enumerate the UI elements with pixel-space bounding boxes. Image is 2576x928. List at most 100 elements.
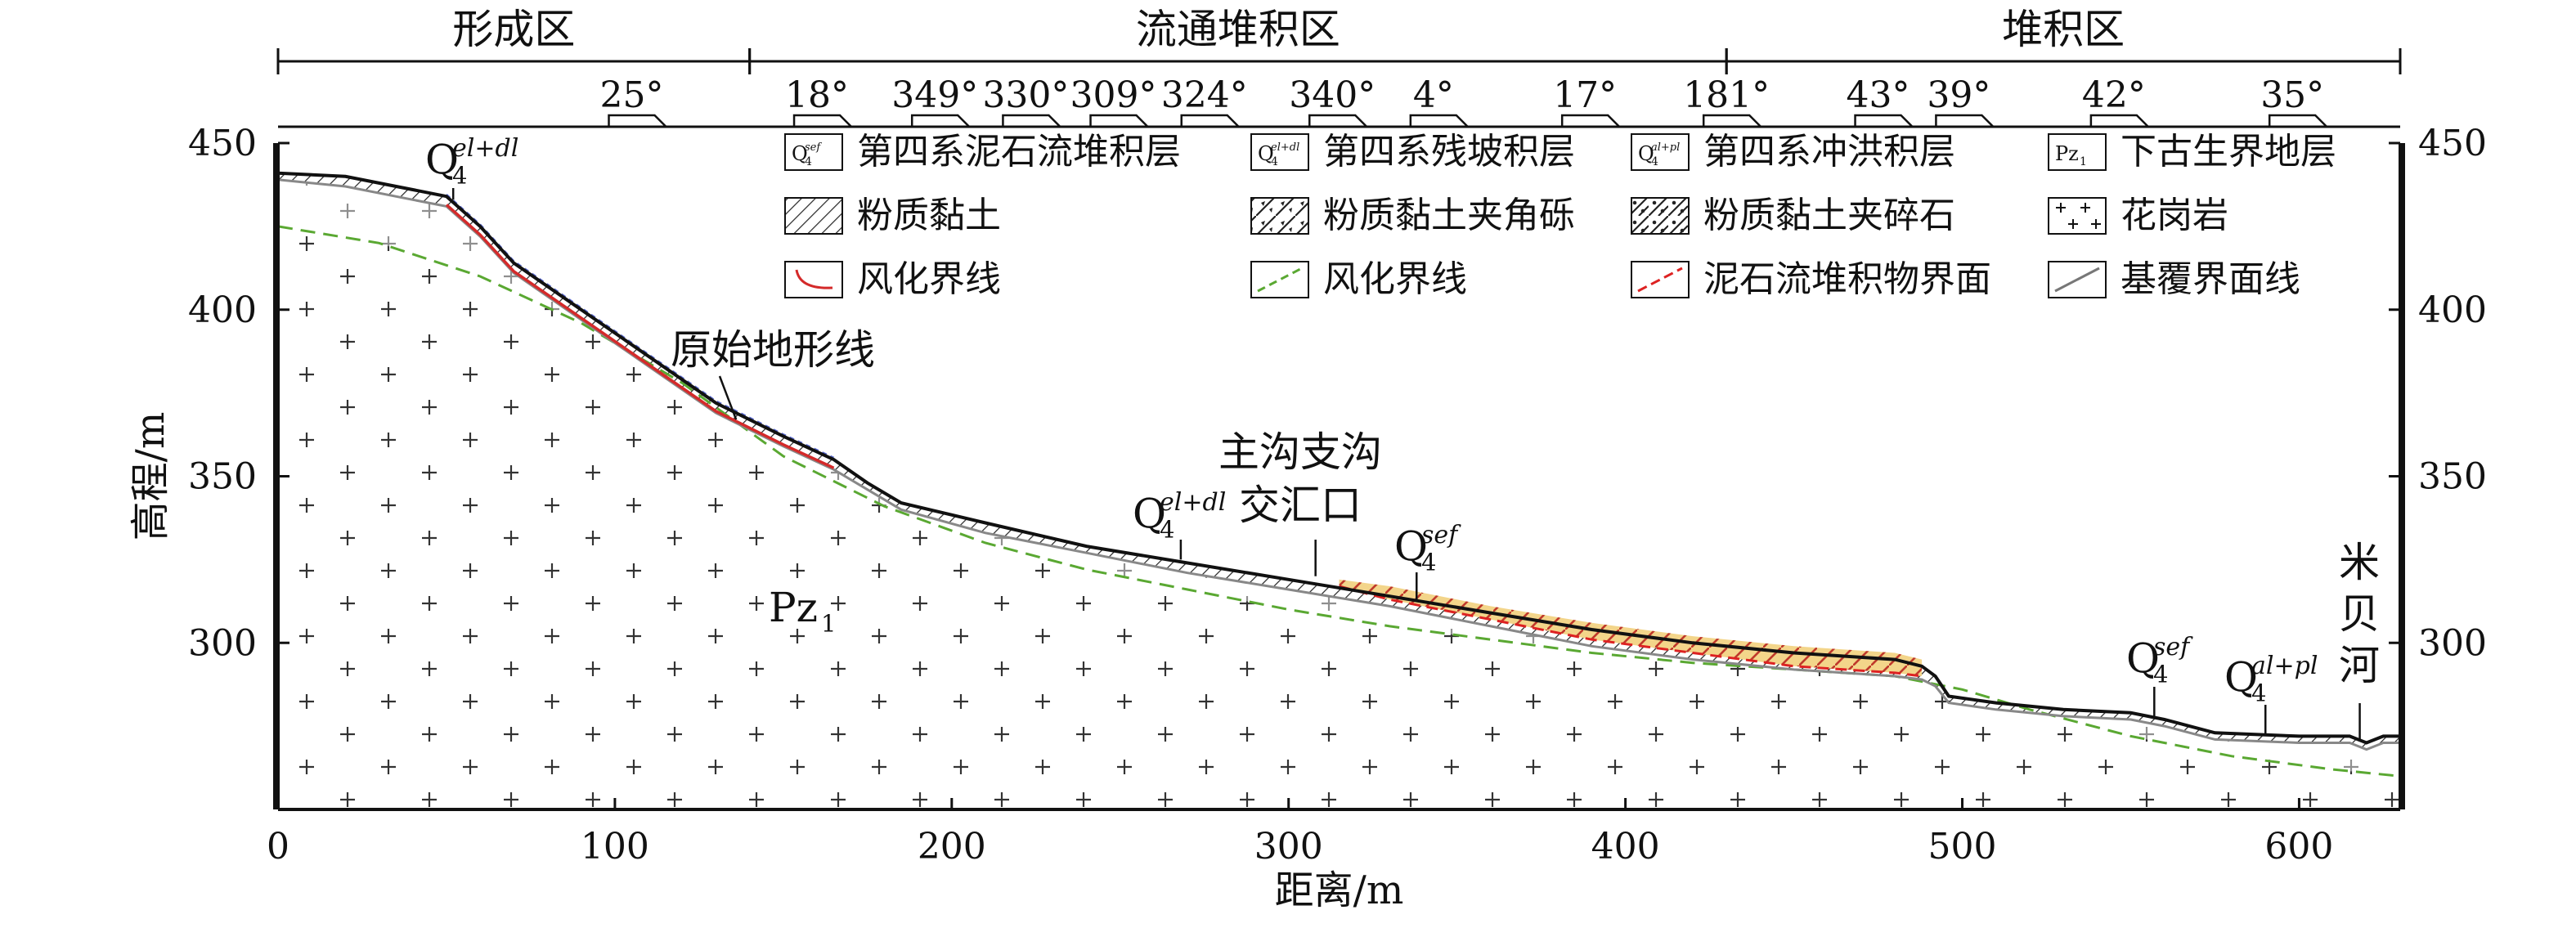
y-tick-label-right: 300 [2418, 622, 2487, 664]
granite-bedrock [278, 226, 2400, 809]
x-tick-label: 300 [1254, 826, 1323, 867]
q4alpl-right-label-sup: al+pl [2251, 652, 2318, 680]
slope-angle-label: 340° [1289, 74, 1376, 116]
legend-code: Q [1638, 142, 1654, 165]
leader-line [718, 375, 738, 420]
slope-angle-label: 4° [1413, 74, 1454, 116]
legend-swatch [1631, 133, 1690, 171]
slope-angle-label: 17° [1553, 74, 1617, 116]
legend-label: 粉质黏土 [857, 195, 1001, 236]
legend-label: 第四系泥石流堆积层 [857, 131, 1181, 173]
legend-sub: 1 [2080, 155, 2087, 168]
slope-symbol [1089, 114, 1149, 128]
legend-code: Pz [2055, 142, 2079, 165]
ground-surface-line [277, 171, 2400, 745]
slope-symbol [1002, 114, 1061, 128]
q4eldl-top-label: Qel+dl4 [425, 134, 518, 190]
x-tick-label: 0 [267, 826, 289, 867]
original-terrain-line [446, 193, 835, 459]
slope-angle-label: 349° [891, 74, 978, 116]
slope-angle-label: 39° [1927, 74, 1990, 116]
legend-line [795, 269, 833, 289]
legend-item-Q4alpl: Qal+pl4 第四系冲洪积层 [1631, 131, 1955, 173]
q4sef-mid-label-code: Q [1394, 522, 1428, 570]
q4eldl-top-label-code: Q [425, 136, 459, 183]
legend-label: 粉质黏土夹碎石 [1703, 195, 1955, 236]
slope-symbol [608, 114, 667, 128]
right-axis-bar [2399, 143, 2405, 809]
legend-swatch [784, 133, 843, 171]
slope-symbol [792, 114, 852, 128]
legend-swatch [2048, 197, 2107, 235]
legend-label: 第四系残坡积层 [1323, 131, 1575, 173]
legend-label: 下古生界地层 [2120, 131, 2336, 173]
y-tick-label-left: 400 [188, 289, 257, 331]
q4sef-mid-label-sup: sef [1421, 521, 1461, 549]
q4eldl-mid-label: Qel+dl4 [1133, 488, 1226, 544]
slope-symbol [1560, 114, 1621, 128]
zone-and-slope-header: 形成区 流通堆积区 堆积区 25° 18° 349° 330° 309° 324° 340° 4° 1… [276, 6, 2402, 128]
zone-label: 形成区 [452, 6, 575, 53]
legend-label: 风化界线 [857, 258, 1001, 300]
legend-code: Q [1258, 142, 1274, 165]
q4alpl-right-label-sub: 4 [2251, 679, 2266, 707]
slope-angle-label: 309° [1070, 74, 1157, 116]
slope-angle-label: 18° [785, 74, 849, 116]
legend-sup: el+dl [1271, 141, 1299, 154]
slope-symbol [1935, 114, 1995, 128]
pz1-label: Pz 1 [769, 584, 836, 638]
junction-label-1: 主沟支沟 [1218, 428, 1382, 476]
axes-frame: 0 100 200 300 400 500 600 300 350 400 450 300 350 400… [128, 123, 2487, 913]
original-terrain-label: 原始地形线 [671, 326, 875, 374]
slope-angle-label: 330° [982, 74, 1069, 116]
slope-symbol [910, 114, 971, 128]
legend-sub: 4 [1651, 155, 1658, 168]
zone-label: 堆积区 [2002, 6, 2125, 53]
y-tick-label-left: 350 [188, 456, 257, 498]
q4eldl-mid-label-code: Q [1133, 490, 1166, 537]
pz1-label-sub: 1 [821, 610, 836, 638]
q4alpl-right-label: Qal+pl4 [2224, 652, 2318, 707]
q4alpl-right-label-code: Q [2224, 653, 2258, 701]
y-tick-label-right: 450 [2418, 123, 2487, 164]
slope-angle-label: 35° [2260, 74, 2324, 116]
q4eldl-mid-label-sub: 4 [1160, 516, 1174, 544]
legend-line [1257, 267, 1303, 293]
legend-item-weathering-red: 风化界线 [784, 258, 1001, 300]
profile-lines [277, 171, 2401, 778]
y-tick-label-left: 450 [188, 123, 257, 164]
q4sef-right-label-sub: 4 [2153, 661, 2168, 688]
slope-symbol [1308, 114, 1368, 128]
legend-swatch [784, 261, 843, 298]
slope-symbol [1409, 114, 1469, 128]
x-tick-label: 500 [1928, 826, 1997, 867]
legend-label: 粉质黏土夹角砾 [1323, 195, 1575, 236]
q4sef-right-label-sup: sef [2153, 633, 2193, 661]
x-axis-title: 距离/m [1275, 867, 1404, 913]
slope-angle-label: 25° [600, 74, 664, 116]
legend-sup: al+pl [1651, 141, 1680, 154]
legend-sub: 4 [805, 155, 812, 168]
y-tick-label-left: 300 [188, 622, 257, 664]
legend-line [2054, 267, 2100, 293]
slope-symbol [1854, 114, 1914, 128]
legend-item-silty-clay-breccia: 粉质黏土夹角砾 [1250, 195, 1575, 236]
debris-boundary-line [1339, 585, 1923, 678]
q4eldl-top-label-sup: el+dl [452, 134, 518, 163]
legend-swatch [1631, 197, 1690, 235]
y-tick-label-right: 350 [2418, 456, 2487, 498]
legend-item-bedrock-line: 基覆界面线 [2048, 258, 2300, 300]
river-label-2: 贝 [2339, 590, 2380, 638]
legend-label: 花岗岩 [2120, 195, 2228, 236]
river-label-3: 河 [2339, 642, 2380, 689]
zone-label: 流通堆积区 [1136, 6, 1340, 53]
legend-label: 泥石流堆积物界面 [1703, 258, 1991, 300]
slope-symbol [1180, 114, 1240, 128]
x-tick-label: 600 [2264, 826, 2333, 867]
x-tick-label: 100 [581, 826, 649, 867]
slope-symbol [2089, 114, 2149, 128]
